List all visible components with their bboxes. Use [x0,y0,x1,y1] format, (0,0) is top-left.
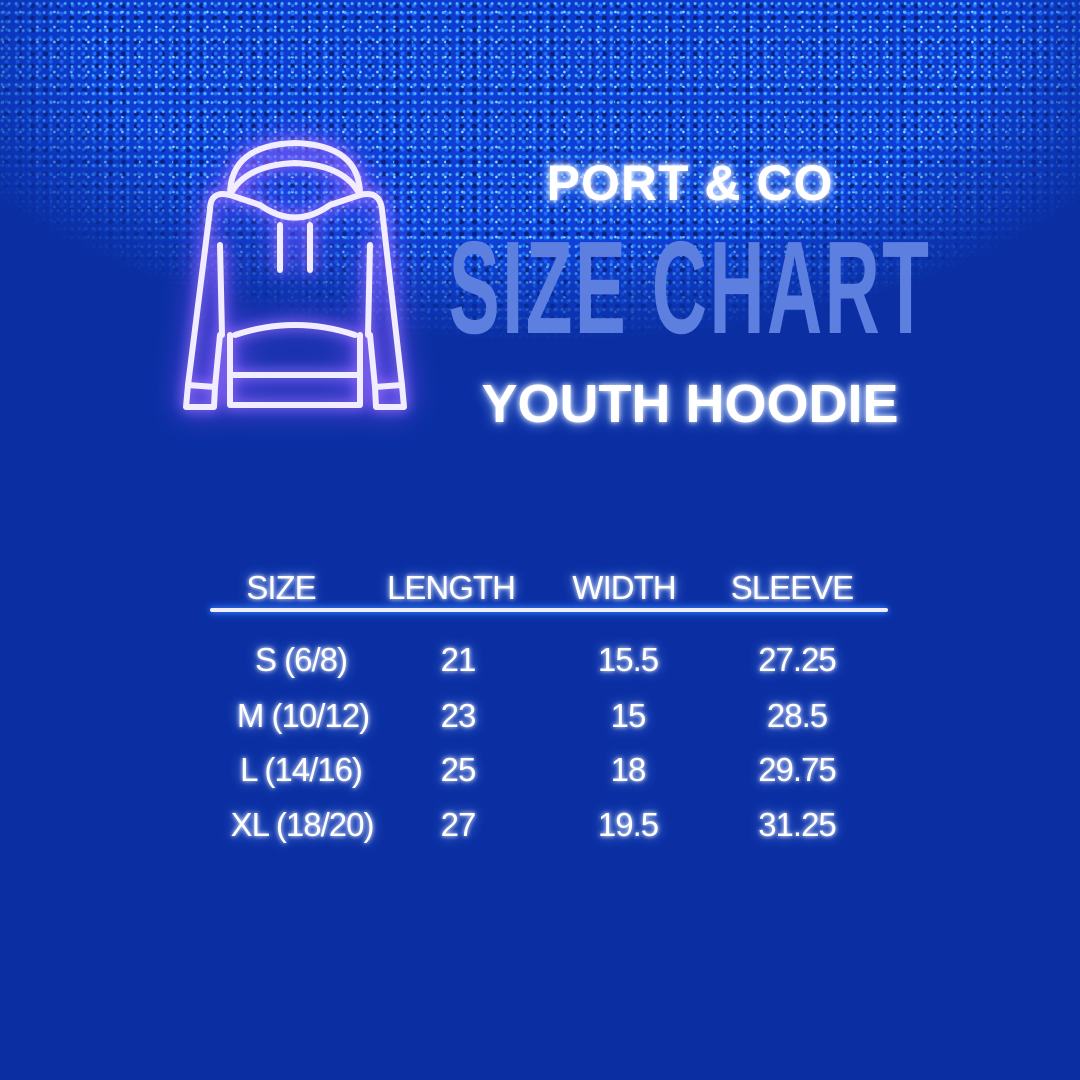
column-header-sleeve: SLEEVE [730,569,854,606]
cell-width: 15.5 [597,641,659,678]
column-header-size: SIZE [246,569,316,606]
cell-length: 27 [440,806,477,843]
cell-sleeve: 27.25 [758,641,837,678]
cell-sleeve: 28.5 [766,697,828,734]
cell-width: 15 [610,697,647,734]
cell-size: XL (18/20) [230,806,375,843]
cell-width: 18 [610,751,647,788]
cell-length: 25 [440,751,477,788]
cell-length: 23 [440,697,477,734]
column-header-length: LENGTH [387,569,516,606]
cell-sleeve: 29.75 [758,751,837,788]
header-divider [210,608,888,612]
page-title: SIZE CHART [448,214,932,361]
cell-width: 19.5 [597,806,659,843]
brand-name: PORT & CO [546,155,834,211]
glitter-background [0,0,1080,560]
cell-sleeve: 31.25 [758,806,837,843]
cell-size: L (14/16) [240,751,363,788]
cell-size: M (10/12) [236,697,370,734]
product-subtitle: YOUTH HOODIE [481,374,899,434]
column-header-width: WIDTH [572,569,676,606]
cell-length: 21 [440,641,477,678]
cell-size: S (6/8) [254,641,348,678]
hoodie-icon [183,140,407,410]
